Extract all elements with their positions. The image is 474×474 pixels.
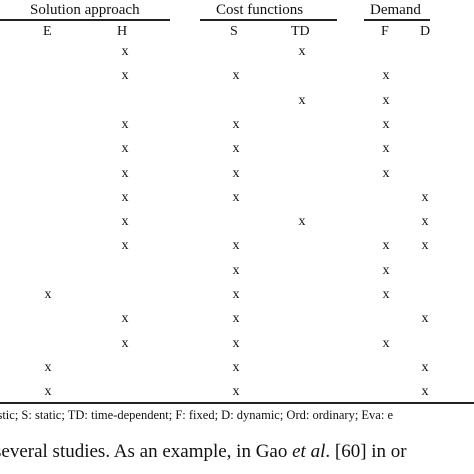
cell-mark-d: x — [421, 360, 429, 375]
header-rule-cost-functions — [200, 19, 337, 21]
cell-mark-s: x — [232, 263, 240, 278]
cell-mark-f: x — [382, 117, 390, 132]
cell-mark-s: x — [232, 384, 240, 399]
cell-mark-d: x — [421, 311, 429, 326]
cell-mark-f: x — [382, 166, 390, 181]
cell-mark-h: x — [121, 117, 129, 132]
cell-mark-f: x — [382, 68, 390, 83]
cell-mark-s: x — [232, 117, 240, 132]
cell-mark-s: x — [232, 68, 240, 83]
cell-mark-e: x — [44, 360, 52, 375]
table-bottom-rule — [0, 402, 474, 404]
cell-mark-h: x — [121, 238, 129, 253]
cell-mark-s: x — [232, 190, 240, 205]
column-header-td: TD — [291, 24, 310, 39]
cell-mark-f: x — [382, 93, 390, 108]
cell-mark-d: x — [421, 214, 429, 229]
cell-mark-td: x — [298, 44, 306, 59]
cell-mark-d: x — [421, 238, 429, 253]
cell-mark-e: x — [44, 287, 52, 302]
header-demand: Demand — [370, 2, 421, 18]
column-header-d: D — [420, 24, 431, 39]
cell-mark-h: x — [121, 311, 129, 326]
cell-mark-td: x — [298, 214, 306, 229]
cell-mark-f: x — [382, 336, 390, 351]
cell-mark-s: x — [232, 311, 240, 326]
cell-mark-td: x — [298, 93, 306, 108]
column-header-h: H — [117, 24, 128, 39]
cell-mark-h: x — [121, 68, 129, 83]
body-text-before: several studies. As an example, in Gao — [0, 441, 293, 462]
body-text-line: several studies. As an example, in Gao e… — [0, 440, 407, 464]
cell-mark-s: x — [232, 360, 240, 375]
cell-mark-f: x — [382, 238, 390, 253]
cell-mark-h: x — [121, 166, 129, 181]
header-cost-functions: Cost functions — [216, 2, 304, 18]
column-header-e: E — [43, 24, 52, 39]
body-text-etal: et al — [292, 441, 326, 462]
cell-mark-s: x — [232, 287, 240, 302]
column-header-s: S — [230, 24, 238, 39]
header-rule-solution-approach — [0, 19, 170, 21]
cell-mark-d: x — [421, 384, 429, 399]
cell-mark-f: x — [382, 263, 390, 278]
cell-mark-s: x — [232, 141, 240, 156]
cell-mark-e: x — [44, 384, 52, 399]
cell-mark-h: x — [121, 214, 129, 229]
table-caption: istic; S: static; TD: time-dependent; F:… — [0, 408, 393, 422]
cell-mark-d: x — [421, 190, 429, 205]
cell-mark-h: x — [121, 336, 129, 351]
cell-mark-h: x — [121, 44, 129, 59]
header-rule-demand — [364, 19, 430, 21]
cell-mark-h: x — [121, 190, 129, 205]
column-header-f: F — [381, 24, 389, 39]
cell-mark-s: x — [232, 166, 240, 181]
header-solution-approach: Solution approach — [30, 2, 140, 18]
cell-mark-h: x — [121, 141, 129, 156]
body-text-after: . [60] in or — [325, 441, 407, 462]
cell-mark-f: x — [382, 141, 390, 156]
cell-mark-s: x — [232, 336, 240, 351]
cell-mark-s: x — [232, 238, 240, 253]
cell-mark-f: x — [382, 287, 390, 302]
